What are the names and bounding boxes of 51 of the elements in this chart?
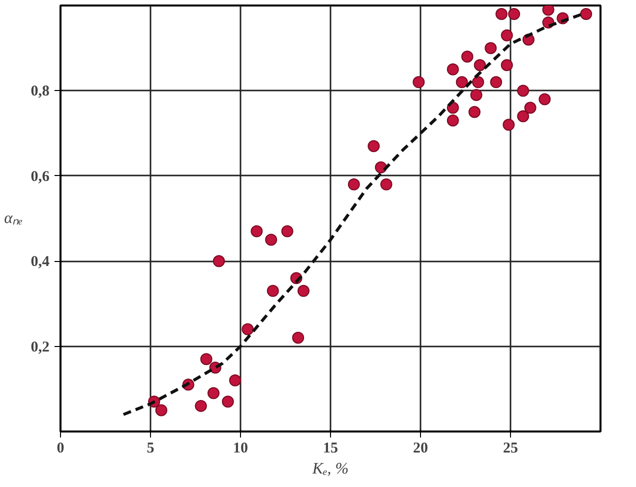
point (517, 110, 530, 122)
point (446, 63, 459, 76)
point (474, 59, 486, 72)
point (194, 400, 207, 412)
point (250, 225, 263, 238)
point (502, 118, 515, 131)
point (500, 59, 513, 72)
point (242, 323, 254, 336)
point (200, 353, 212, 366)
y-tick-label: 0,8 (30, 84, 50, 100)
point (208, 387, 220, 400)
point (412, 76, 425, 88)
point (500, 29, 513, 42)
point (368, 140, 380, 152)
x-tick-label: 25 (503, 440, 518, 456)
x-tick-label: 20 (413, 440, 428, 456)
point (266, 284, 279, 297)
point (281, 225, 294, 238)
point (456, 76, 468, 88)
point (490, 76, 502, 88)
y-tick-label: 0,6 (30, 168, 50, 185)
x-tick-label: 0 (56, 440, 64, 456)
point (348, 178, 360, 190)
y-tick-label: 0,4 (30, 254, 50, 270)
point (472, 76, 484, 88)
x-tick-label: 5 (146, 440, 154, 456)
point (298, 284, 310, 297)
x-axis-title: Kₑ, % (311, 460, 349, 478)
point (380, 178, 392, 190)
point (292, 332, 304, 344)
point (229, 374, 242, 386)
point (468, 106, 480, 118)
point (155, 404, 168, 416)
point (580, 8, 592, 20)
point (542, 6, 554, 16)
point (212, 255, 225, 268)
point (461, 50, 474, 63)
point (517, 84, 530, 97)
point (446, 114, 459, 127)
x-tick-label: 15 (323, 440, 338, 456)
point (265, 234, 278, 246)
point (484, 42, 497, 54)
point (524, 102, 536, 114)
y-tick-label: 0,2 (30, 339, 50, 356)
point (470, 88, 482, 101)
y-axis-title: αₙₑ (4, 210, 23, 227)
point (538, 93, 551, 106)
point (508, 8, 520, 20)
x-tick-label: 10 (233, 440, 248, 456)
point (222, 396, 234, 408)
point (496, 8, 508, 20)
